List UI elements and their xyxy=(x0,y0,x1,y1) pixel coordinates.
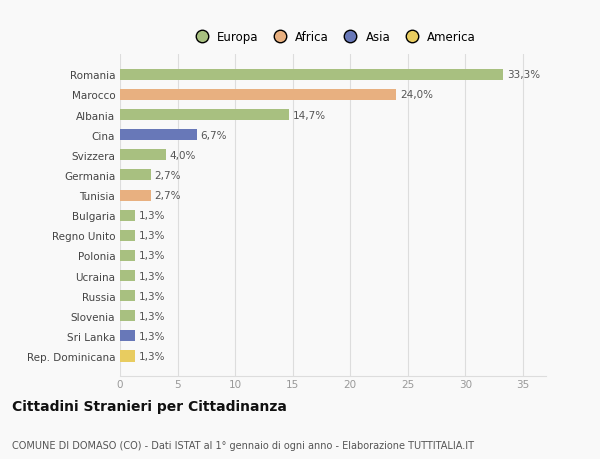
Bar xyxy=(120,70,503,81)
Text: 4,0%: 4,0% xyxy=(170,151,196,161)
Text: 1,3%: 1,3% xyxy=(139,231,165,241)
Bar xyxy=(120,330,135,341)
Text: 24,0%: 24,0% xyxy=(400,90,433,100)
Text: 1,3%: 1,3% xyxy=(139,331,165,341)
Text: COMUNE DI DOMASO (CO) - Dati ISTAT al 1° gennaio di ogni anno - Elaborazione TUT: COMUNE DI DOMASO (CO) - Dati ISTAT al 1°… xyxy=(12,440,474,450)
Bar xyxy=(120,170,151,181)
Legend: Europa, Africa, Asia, America: Europa, Africa, Asia, America xyxy=(188,29,478,46)
Text: 6,7%: 6,7% xyxy=(200,130,227,140)
Bar xyxy=(120,230,135,241)
Bar xyxy=(120,110,289,121)
Bar xyxy=(120,291,135,302)
Bar xyxy=(120,270,135,281)
Text: 1,3%: 1,3% xyxy=(139,271,165,281)
Text: 1,3%: 1,3% xyxy=(139,251,165,261)
Bar xyxy=(120,351,135,362)
Bar xyxy=(120,90,397,101)
Bar xyxy=(120,130,197,141)
Text: 2,7%: 2,7% xyxy=(155,190,181,201)
Bar xyxy=(120,311,135,322)
Bar xyxy=(120,190,151,201)
Text: 1,3%: 1,3% xyxy=(139,291,165,301)
Text: 33,3%: 33,3% xyxy=(507,70,540,80)
Bar xyxy=(120,210,135,221)
Bar xyxy=(120,150,166,161)
Text: 1,3%: 1,3% xyxy=(139,311,165,321)
Text: 14,7%: 14,7% xyxy=(293,110,326,120)
Text: 1,3%: 1,3% xyxy=(139,351,165,361)
Text: Cittadini Stranieri per Cittadinanza: Cittadini Stranieri per Cittadinanza xyxy=(12,399,287,413)
Bar xyxy=(120,250,135,262)
Text: 2,7%: 2,7% xyxy=(155,171,181,180)
Text: 1,3%: 1,3% xyxy=(139,211,165,221)
